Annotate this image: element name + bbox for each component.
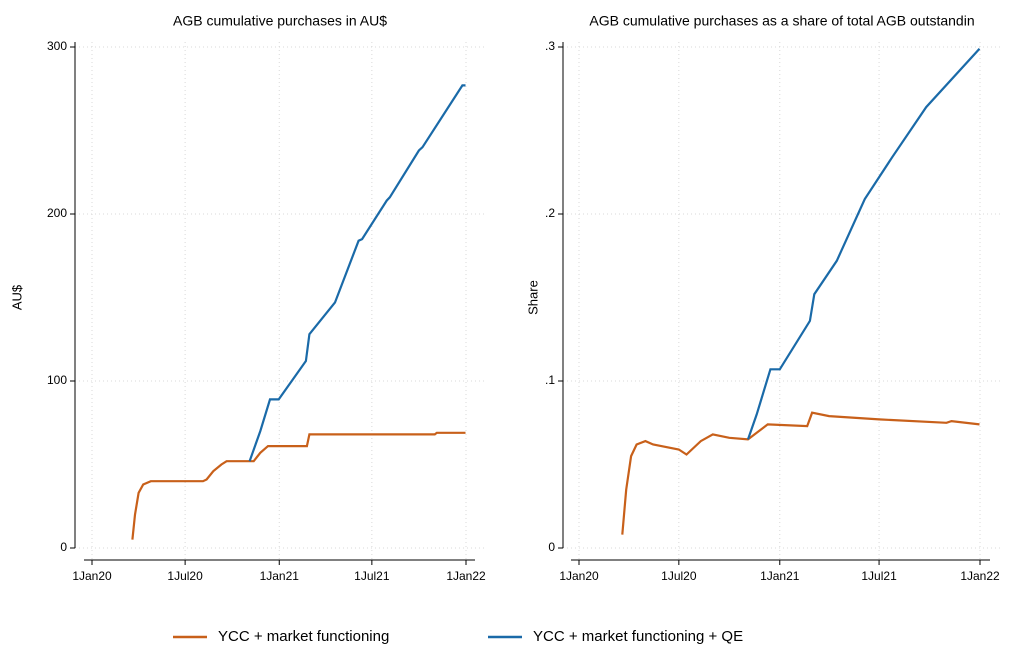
series-line — [248, 84, 466, 462]
x-tick-label: 1Jul20 — [661, 569, 697, 583]
legend-label: YCC + market functioning + QE — [533, 628, 743, 645]
y-tick-label: 0 — [60, 540, 67, 554]
x-tick-label: 1Jan20 — [559, 569, 599, 583]
y-tick-label: .2 — [545, 206, 555, 220]
chart-title: AGB cumulative purchases as a share of t… — [589, 13, 974, 29]
legend-label: YCC + market functioning — [218, 628, 389, 645]
x-tick-label: 1Jan21 — [760, 569, 800, 583]
y-tick-label: .1 — [545, 373, 555, 387]
y-tick-label: 0 — [548, 540, 555, 554]
y-tick-label: .3 — [545, 39, 555, 53]
x-tick-label: 1Jan22 — [446, 569, 486, 583]
y-tick-label: 200 — [47, 206, 67, 220]
x-tick-label: 1Jul21 — [861, 569, 897, 583]
x-tick-label: 1Jan20 — [72, 569, 112, 583]
x-tick-label: 1Jul20 — [167, 569, 203, 583]
series-line — [746, 47, 981, 440]
x-tick-label: 1Jul21 — [354, 569, 390, 583]
y-axis-title: Share — [525, 280, 540, 315]
series-line — [621, 411, 980, 535]
y-tick-label: 300 — [47, 39, 67, 53]
series-line — [131, 431, 466, 540]
x-tick-label: 1Jan22 — [960, 569, 1000, 583]
y-tick-label: 100 — [47, 373, 67, 387]
x-tick-label: 1Jan21 — [260, 569, 300, 583]
y-axis-title: AU$ — [9, 284, 24, 310]
chart-title: AGB cumulative purchases in AU$ — [173, 13, 387, 29]
